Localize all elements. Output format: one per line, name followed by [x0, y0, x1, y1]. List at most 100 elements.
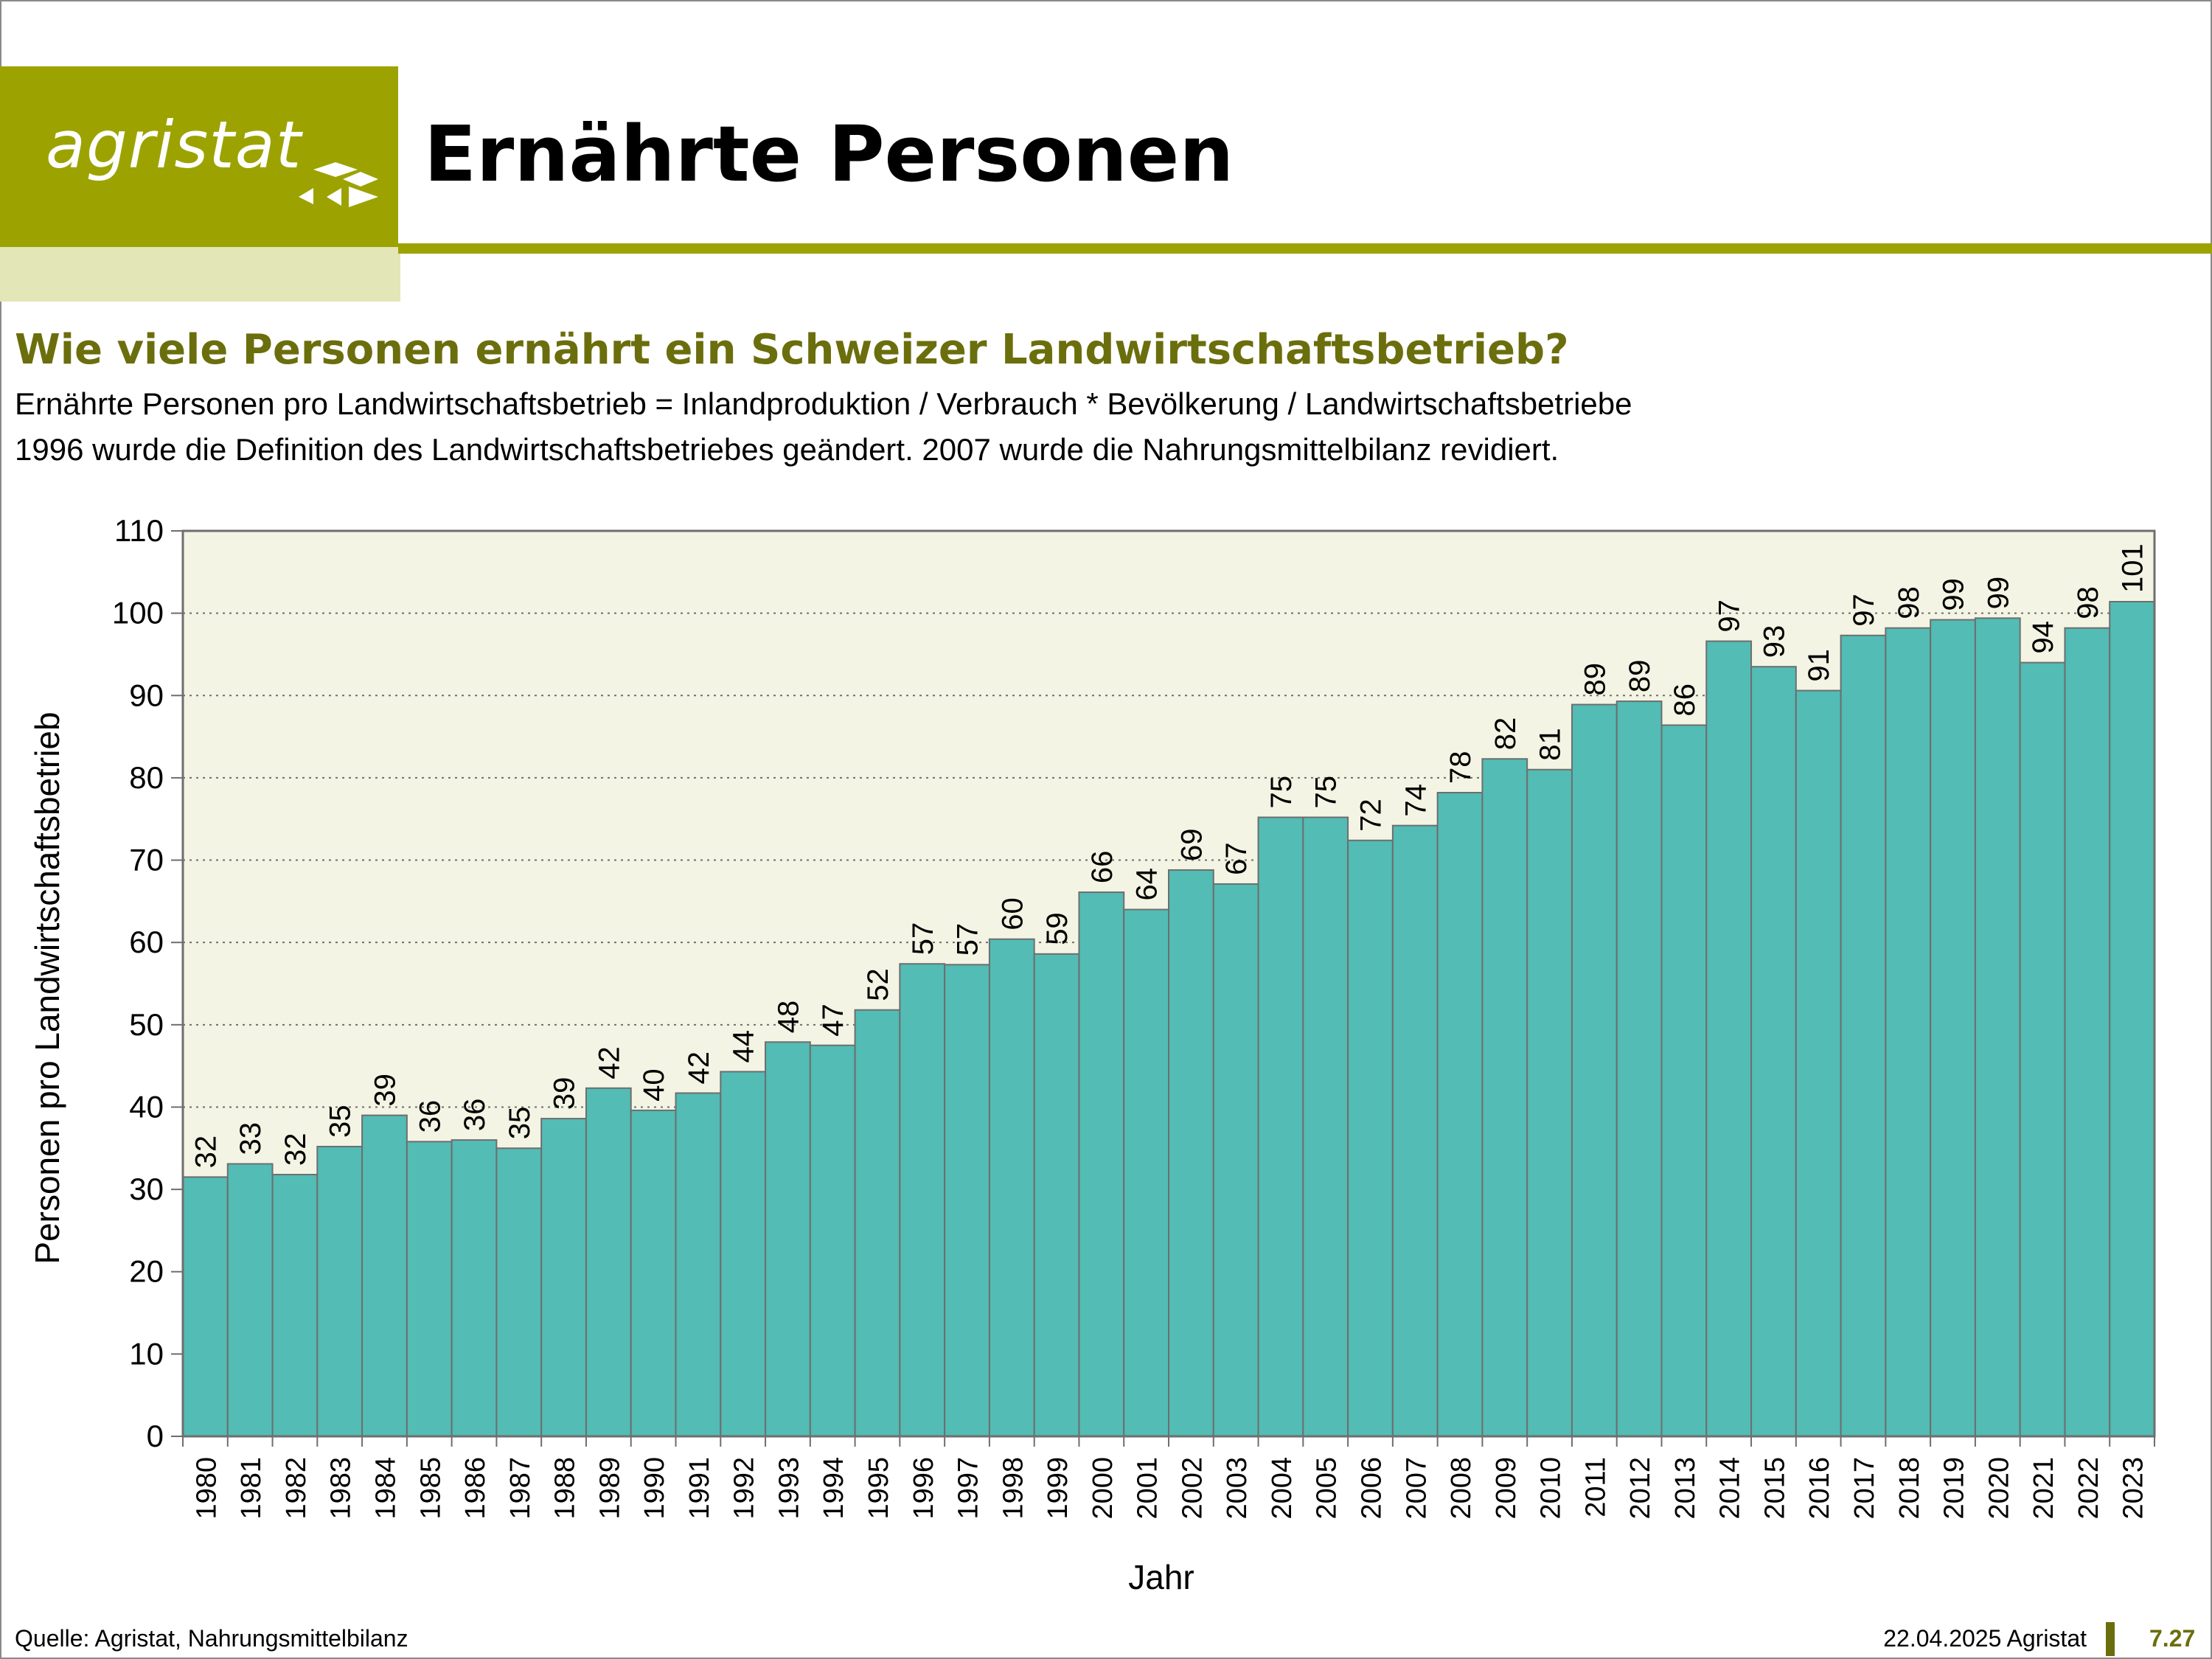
data-label: 72	[1354, 799, 1387, 832]
bar	[1123, 908, 1170, 1437]
logo-background	[0, 66, 398, 247]
data-label: 93	[1758, 625, 1790, 658]
data-label: 60	[996, 897, 1029, 931]
bar	[1257, 816, 1304, 1437]
y-tick-label: 50	[129, 1007, 164, 1042]
x-tick-label: 1987	[505, 1457, 536, 1520]
bar	[1974, 617, 2021, 1437]
bar	[1078, 891, 1125, 1437]
bar	[271, 1173, 319, 1437]
bar	[1212, 883, 1259, 1438]
data-label: 36	[414, 1100, 446, 1133]
footer-divider	[2106, 1622, 2115, 1656]
data-label: 39	[369, 1074, 401, 1107]
x-tick-label: 2003	[1222, 1457, 1253, 1520]
x-tick-label: 2009	[1491, 1457, 1522, 1520]
bar	[406, 1141, 453, 1437]
bar	[809, 1044, 856, 1437]
x-tick-label: 1988	[550, 1457, 581, 1520]
agristat-logo: agristat	[46, 107, 302, 183]
bar	[451, 1139, 498, 1438]
bar	[1347, 839, 1394, 1437]
y-tick-label: 110	[114, 513, 164, 548]
x-tick-label: 2021	[2028, 1457, 2059, 1520]
x-tick-label: 1998	[998, 1457, 1029, 1520]
bar	[1660, 724, 1708, 1437]
chart-question: Wie viele Personen ernährt ein Schweizer…	[15, 326, 1569, 374]
bar	[765, 1041, 811, 1437]
y-tick-label: 0	[147, 1419, 164, 1453]
data-label: 32	[189, 1135, 222, 1169]
bar	[1795, 689, 1842, 1437]
data-label: 89	[1624, 660, 1656, 693]
x-tick-label: 1999	[1043, 1457, 1074, 1520]
bar	[988, 938, 1035, 1437]
bar	[630, 1109, 677, 1438]
x-tick-label: 1983	[326, 1457, 357, 1520]
formula-text: Ernährte Personen pro Landwirtschaftsbet…	[15, 386, 1632, 421]
bar	[1526, 768, 1573, 1437]
logo-accent-strip	[0, 247, 400, 302]
y-tick-label: 80	[129, 760, 164, 795]
data-label: 42	[593, 1046, 625, 1079]
bar	[854, 1009, 901, 1437]
x-tick-label: 2017	[1849, 1457, 1880, 1520]
data-label: 86	[1669, 684, 1701, 717]
y-tick-label: 30	[129, 1172, 164, 1206]
bar	[1033, 953, 1080, 1437]
x-tick-label: 2015	[1759, 1457, 1790, 1520]
x-tick-label: 1981	[236, 1457, 267, 1520]
bar	[316, 1146, 364, 1438]
bar	[899, 963, 946, 1437]
data-label: 52	[862, 968, 894, 1001]
x-tick-label: 2011	[1580, 1457, 1611, 1517]
bar	[1571, 703, 1618, 1437]
y-tick-label: 40	[129, 1089, 164, 1124]
x-tick-label: 2006	[1356, 1457, 1387, 1520]
data-label: 99	[1982, 577, 2014, 610]
data-label: 64	[1131, 868, 1164, 901]
source-text: Quelle: Agristat, Nahrungsmittelbilanz	[15, 1625, 408, 1652]
x-tick-label: 1986	[460, 1457, 491, 1520]
data-label: 75	[1310, 776, 1343, 809]
data-label: 89	[1579, 663, 1611, 696]
x-tick-label: 1991	[684, 1457, 715, 1520]
date-text: 22.04.2025 Agristat	[1883, 1625, 2087, 1652]
header-rule	[398, 243, 2212, 254]
data-label: 44	[728, 1030, 760, 1063]
bar	[1168, 869, 1214, 1437]
x-tick-label: 1997	[953, 1457, 984, 1520]
x-tick-label: 2007	[1401, 1457, 1432, 1520]
data-label: 66	[1086, 851, 1119, 884]
agristat-logo-icon	[299, 162, 378, 207]
y-tick-label: 10	[129, 1336, 164, 1371]
x-tick-label: 2020	[1983, 1457, 2014, 1520]
data-label: 67	[1220, 842, 1253, 875]
y-tick-label: 20	[129, 1254, 164, 1289]
data-label: 35	[324, 1105, 357, 1138]
bar	[1302, 816, 1349, 1437]
bar	[540, 1118, 587, 1437]
y-tick-label: 60	[129, 925, 164, 959]
x-tick-label: 1985	[415, 1457, 446, 1520]
data-label: 91	[1803, 649, 1835, 682]
x-tick-label: 2022	[2073, 1457, 2104, 1520]
bar	[1481, 758, 1528, 1438]
bar	[675, 1092, 722, 1437]
data-label: 36	[459, 1099, 491, 1132]
x-tick-label: 1984	[370, 1457, 401, 1520]
bar	[1840, 634, 1887, 1437]
x-tick-label: 2016	[1804, 1457, 1835, 1520]
data-label: 74	[1399, 784, 1432, 817]
bar	[1750, 666, 1797, 1438]
x-tick-label: 1993	[773, 1457, 804, 1520]
data-label: 98	[1893, 586, 1925, 619]
bar	[1391, 824, 1439, 1437]
x-tick-label: 1996	[908, 1457, 939, 1520]
x-tick-label: 1992	[729, 1457, 760, 1520]
data-label: 82	[1489, 717, 1522, 751]
bar	[1705, 640, 1753, 1437]
data-label: 39	[549, 1077, 581, 1110]
bar	[720, 1071, 767, 1438]
definition-note: 1996 wurde die Definition des Landwirtsc…	[15, 432, 1559, 467]
